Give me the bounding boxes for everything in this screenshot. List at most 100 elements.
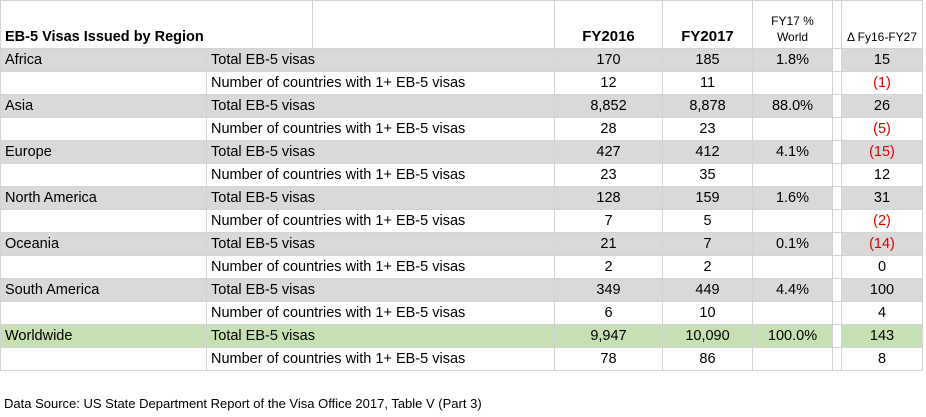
fy2017-cell: 10,090	[662, 324, 753, 348]
fy2017-cell: 449	[662, 278, 753, 302]
gap-cell	[832, 255, 842, 279]
pct-world-cell	[752, 71, 833, 95]
region-cell: North America	[0, 186, 207, 210]
eb5-visa-table: EB-5 Visas Issued by Region FY2016 FY201…	[0, 0, 923, 371]
pct-world-cell: 4.1%	[752, 140, 833, 164]
region-cell	[0, 347, 207, 371]
data-source-note: Data Source: US State Department Report …	[4, 396, 482, 411]
pct-world-header: FY17 % World	[752, 0, 833, 49]
region-cell	[0, 209, 207, 233]
delta-cell: (14)	[841, 232, 923, 256]
header-blank	[312, 0, 555, 49]
gap-cell	[832, 94, 842, 118]
fy2016-cell: 8,852	[554, 94, 663, 118]
table-row: Number of countries with 1+ EB-5 visas 6 1…	[0, 301, 923, 325]
table-row: Asia Total EB-5 visas 8,852 8,878 88.0% 26	[0, 94, 923, 118]
table-row: Europe Total EB-5 visas 427 412 4.1% (15)	[0, 140, 923, 164]
metric-cell: Total EB-5 visas	[206, 186, 555, 210]
gap-cell	[832, 347, 842, 371]
pct-world-header-line1: FY17 %	[771, 14, 814, 28]
pct-world-cell	[752, 163, 833, 187]
delta-cell: 15	[841, 48, 923, 72]
region-cell: Oceania	[0, 232, 207, 256]
fy2017-cell: 8,878	[662, 94, 753, 118]
table-row: Worldwide Total EB-5 visas 9,947 10,090 100.…	[0, 324, 923, 348]
fy2016-cell: 78	[554, 347, 663, 371]
pct-world-header-line2: World	[776, 30, 809, 44]
gap-cell	[832, 48, 842, 72]
region-cell	[0, 117, 207, 141]
gap-cell	[832, 117, 842, 141]
fy2017-cell: 86	[662, 347, 753, 371]
table-row: Number of countries with 1+ EB-5 visas 12…	[0, 71, 923, 95]
delta-cell: 0	[841, 255, 923, 279]
metric-cell: Total EB-5 visas	[206, 324, 555, 348]
pct-world-cell	[752, 347, 833, 371]
fy2017-cell: 2	[662, 255, 753, 279]
table-row: Number of countries with 1+ EB-5 visas 78…	[0, 347, 923, 371]
fy2016-cell: 9,947	[554, 324, 663, 348]
fy2016-cell: 2	[554, 255, 663, 279]
metric-cell: Total EB-5 visas	[206, 140, 555, 164]
fy2016-cell: 23	[554, 163, 663, 187]
fy2017-cell: 159	[662, 186, 753, 210]
pct-world-cell: 1.6%	[752, 186, 833, 210]
delta-cell: 143	[841, 324, 923, 348]
gap-cell	[832, 232, 842, 256]
table-row: Africa Total EB-5 visas 170 185 1.8% 15	[0, 48, 923, 72]
pct-world-cell	[752, 255, 833, 279]
pct-world-cell	[752, 301, 833, 325]
fy2017-cell: 35	[662, 163, 753, 187]
delta-cell: 100	[841, 278, 923, 302]
metric-cell: Total EB-5 visas	[206, 278, 555, 302]
table-row: Number of countries with 1+ EB-5 visas 7 5…	[0, 209, 923, 233]
delta-cell: (2)	[841, 209, 923, 233]
table-row: Number of countries with 1+ EB-5 visas 2 2…	[0, 255, 923, 279]
pct-world-cell	[752, 117, 833, 141]
delta-cell: (1)	[841, 71, 923, 95]
gap-cell	[832, 186, 842, 210]
fy2016-cell: 128	[554, 186, 663, 210]
pct-world-cell: 88.0%	[752, 94, 833, 118]
delta-cell: (15)	[841, 140, 923, 164]
gap-cell	[832, 140, 842, 164]
region-cell: Worldwide	[0, 324, 207, 348]
metric-cell: Number of countries with 1+ EB-5 visas	[206, 209, 555, 233]
metric-cell: Number of countries with 1+ EB-5 visas	[206, 255, 555, 279]
metric-cell: Number of countries with 1+ EB-5 visas	[206, 117, 555, 141]
region-cell	[0, 301, 207, 325]
region-cell: South America	[0, 278, 207, 302]
pct-world-cell: 0.1%	[752, 232, 833, 256]
fy2017-cell: 7	[662, 232, 753, 256]
metric-cell: Total EB-5 visas	[206, 232, 555, 256]
fy2017-cell: 412	[662, 140, 753, 164]
fy2016-cell: 427	[554, 140, 663, 164]
gap-cell	[832, 324, 842, 348]
delta-cell: 4	[841, 301, 923, 325]
fy2016-header: FY2016	[554, 0, 663, 49]
region-cell: Asia	[0, 94, 207, 118]
fy2017-header: FY2017	[662, 0, 753, 49]
metric-cell: Number of countries with 1+ EB-5 visas	[206, 347, 555, 371]
fy2017-cell: 5	[662, 209, 753, 233]
gap-cell	[832, 301, 842, 325]
fy2017-cell: 23	[662, 117, 753, 141]
fy2017-cell: 185	[662, 48, 753, 72]
pct-world-cell	[752, 209, 833, 233]
region-cell	[0, 163, 207, 187]
delta-cell: (5)	[841, 117, 923, 141]
fy2016-cell: 28	[554, 117, 663, 141]
fy2016-cell: 12	[554, 71, 663, 95]
region-cell: Europe	[0, 140, 207, 164]
gap-cell	[832, 278, 842, 302]
fy2016-cell: 7	[554, 209, 663, 233]
fy2016-cell: 21	[554, 232, 663, 256]
header-row: EB-5 Visas Issued by Region FY2016 FY201…	[0, 0, 923, 49]
fy2016-cell: 170	[554, 48, 663, 72]
table-row: Number of countries with 1+ EB-5 visas 28…	[0, 117, 923, 141]
pct-world-cell: 1.8%	[752, 48, 833, 72]
delta-cell: 8	[841, 347, 923, 371]
fy2016-cell: 349	[554, 278, 663, 302]
fy2016-cell: 6	[554, 301, 663, 325]
table-row: South America Total EB-5 visas 349 449 4.4% 1…	[0, 278, 923, 302]
